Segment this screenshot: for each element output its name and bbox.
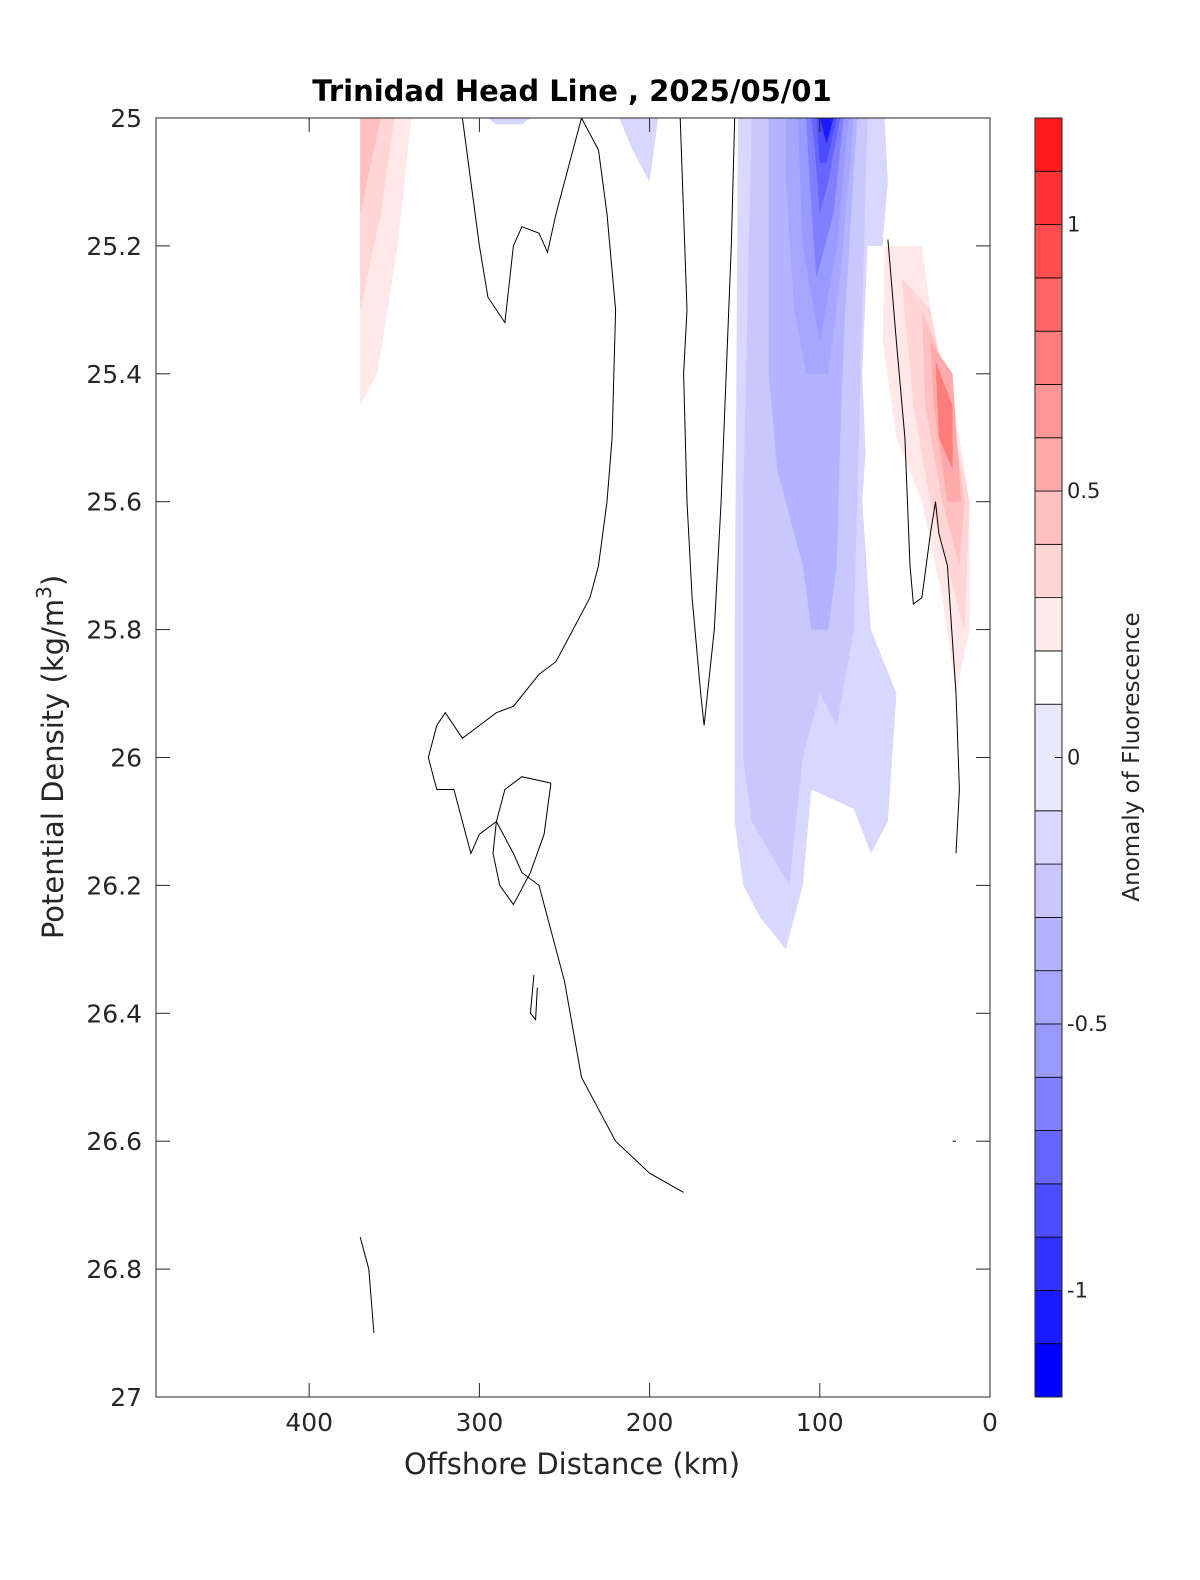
filled-region-4 (680, 118, 718, 406)
y-tick-label: 26.6 (86, 1127, 142, 1156)
colorbar-band (1034, 1290, 1063, 1345)
colorbar-band (1034, 970, 1063, 1025)
colorbar-band (1034, 1076, 1063, 1131)
x-tick-label: 200 (626, 1408, 674, 1437)
x-tick-label: 100 (796, 1408, 844, 1437)
colorbar-band (1034, 277, 1063, 332)
colorbar-band (1034, 330, 1063, 385)
colorbar-band (1034, 224, 1063, 279)
y-tick-label: 26 (110, 744, 142, 773)
y-tick-label: 25 (110, 104, 142, 133)
y-axis: 25 25.2 25.4 25.6 25.8 26 26.2 26.4 26.6 26.8 27 (86, 104, 990, 1412)
y-axis-label-text: Potential Density (kg/m (36, 599, 70, 939)
y-tick-label: 26.2 (86, 871, 142, 900)
chart-title: Trinidad Head Line , 2025/05/01 (312, 74, 832, 108)
colorbar-band (1034, 1343, 1063, 1398)
zero-contour-lines (359, 118, 960, 1334)
x-tick-label: 400 (285, 1408, 333, 1437)
y-tick-label: 26.4 (86, 999, 142, 1028)
filled-region-21 (935, 361, 953, 470)
colorbar-band (1034, 543, 1063, 599)
colorbar-band (1034, 1023, 1063, 1078)
x-tick-label: 300 (456, 1408, 504, 1437)
colorbar-band (1034, 863, 1063, 918)
zero-contour-4 (887, 239, 960, 854)
zero-contour-1 (679, 118, 736, 726)
colorbar-band (1034, 170, 1063, 225)
colorbar-band (1034, 490, 1063, 545)
zero-contour-0 (427, 118, 684, 1193)
colorbar-band (1034, 437, 1063, 492)
colorbar-band (1034, 1130, 1063, 1185)
colorbar-band (1034, 597, 1063, 652)
colorbar: -1 -0.5 0 0.5 1 (1034, 117, 1108, 1398)
zero-contour-3 (529, 974, 538, 1022)
x-tick-label: 0 (982, 1408, 998, 1437)
filled-region-6 (487, 118, 531, 125)
filled-contours (360, 118, 970, 950)
y-tick-label: 25.8 (86, 616, 142, 645)
zero-contour-2 (492, 776, 552, 906)
colorbar-tick-label: -1 (1067, 1278, 1088, 1302)
colorbar-band (1034, 916, 1063, 972)
x-axis-label: Offshore Distance (km) (404, 1447, 740, 1481)
x-axis: 400 300 200 100 0 (285, 118, 998, 1437)
zero-contour-5 (359, 1236, 375, 1334)
colorbar-band (1034, 1183, 1063, 1238)
filled-region-3 (360, 118, 381, 214)
colorbar-band (1034, 650, 1063, 705)
y-tick-label: 26.8 (86, 1255, 142, 1284)
filled-region-15 (819, 118, 834, 144)
filled-region-5 (619, 118, 659, 182)
y-tick-label: 25.6 (86, 488, 142, 517)
colorbar-band (1034, 117, 1063, 172)
colorbar-tick-label: 0 (1067, 746, 1080, 770)
y-tick-label: 27 (110, 1383, 142, 1412)
colorbar-label: Anomaly of Fluorescence (1119, 612, 1145, 901)
y-axis-label-superscript: 3 (32, 586, 56, 599)
y-tick-label: 25.4 (86, 360, 142, 389)
colorbar-band (1034, 810, 1063, 865)
colorbar-tick-label: 0.5 (1067, 479, 1100, 503)
colorbar-band (1034, 384, 1063, 439)
colorbar-tick-label: 1 (1067, 213, 1080, 237)
y-axis-label: Potential Density (kg/m3) (32, 575, 70, 939)
y-tick-label: 25.2 (86, 232, 142, 261)
colorbar-band (1034, 1236, 1063, 1291)
colorbar-tick-label: -0.5 (1067, 1012, 1108, 1036)
y-axis-label-suffix: ) (36, 575, 70, 586)
